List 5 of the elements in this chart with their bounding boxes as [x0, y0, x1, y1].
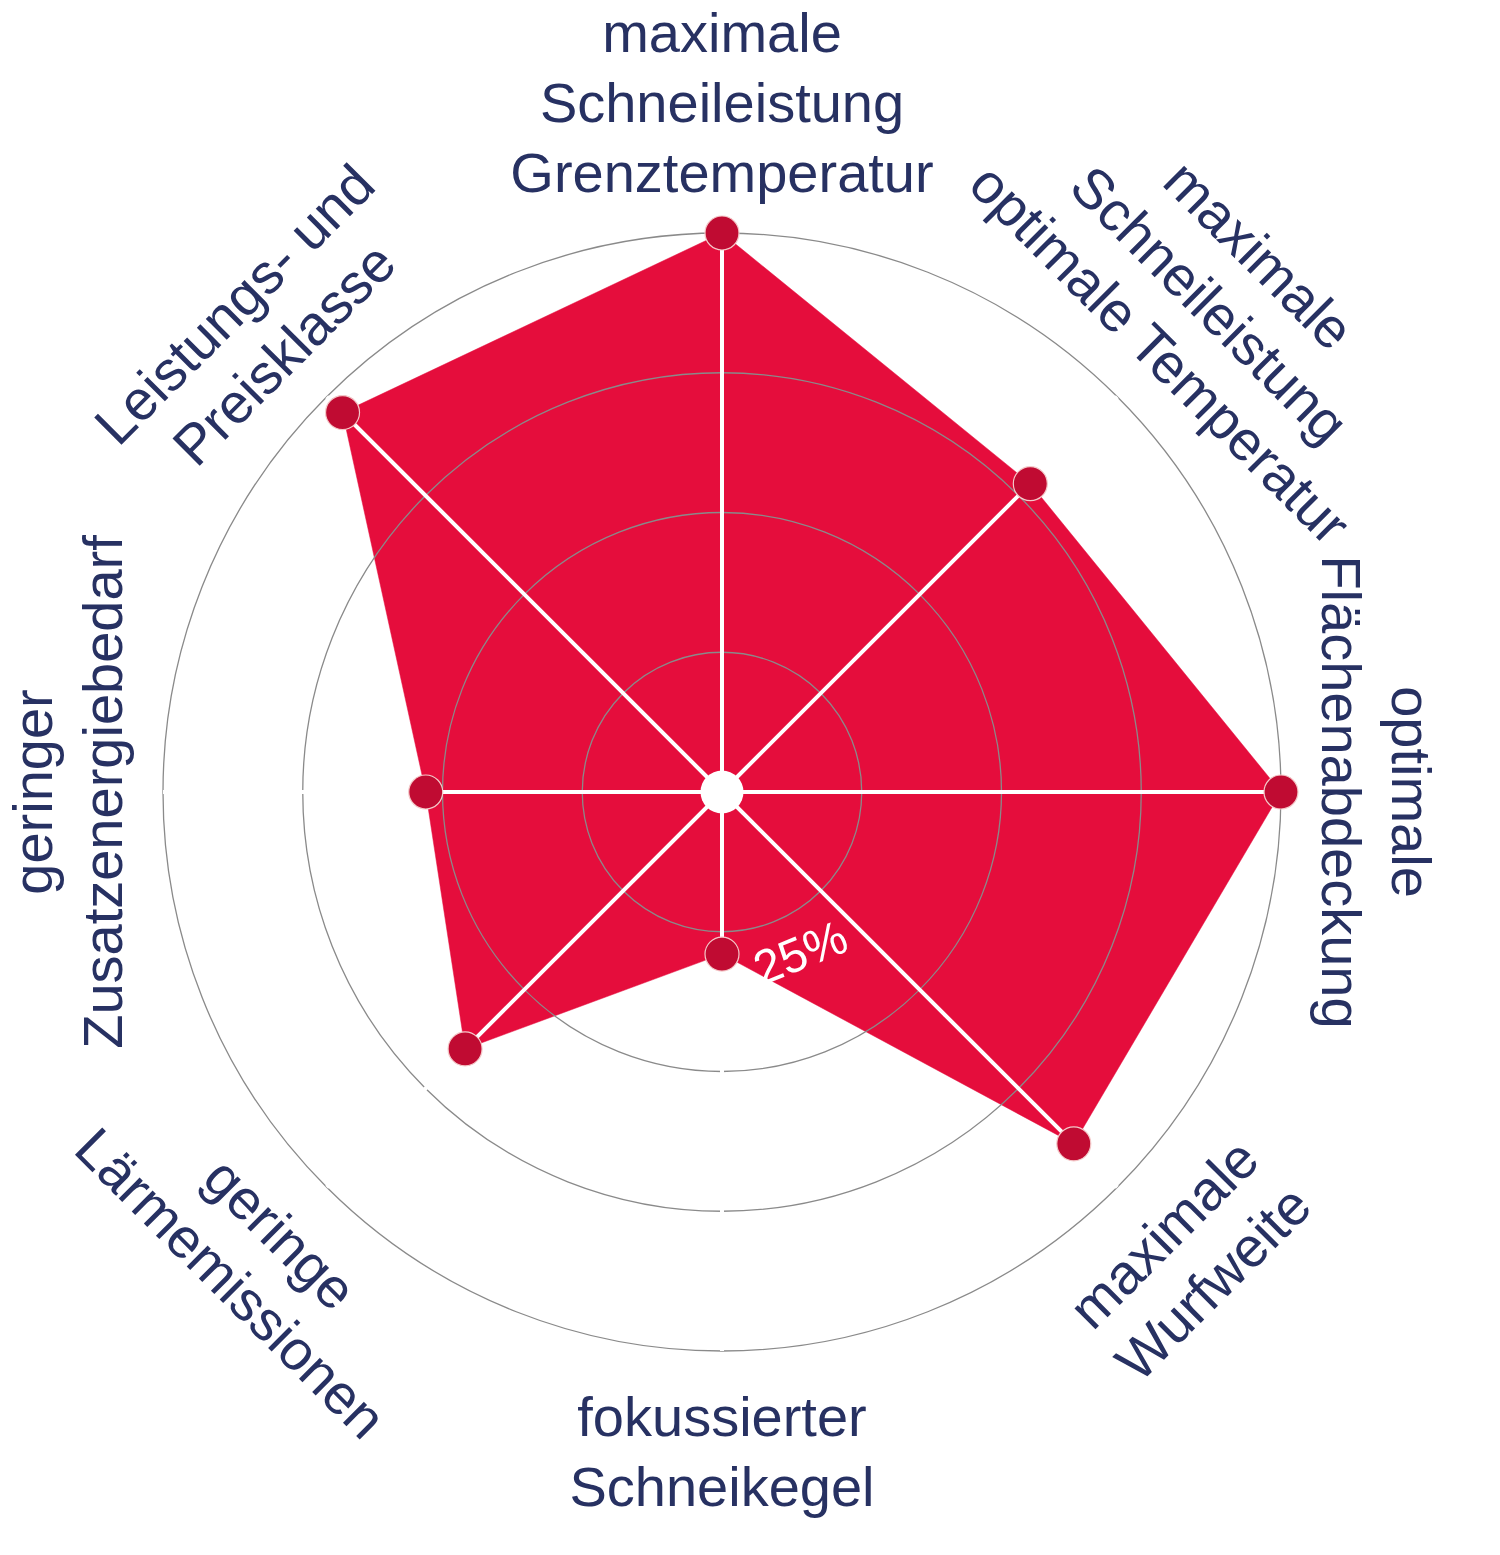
- spoke-label: geringer Zusatzenergiebedarf: [0, 534, 134, 1049]
- spoke-label: fokussierter Schneikegel: [569, 1385, 875, 1518]
- text: 25%: [745, 909, 855, 995]
- spoke-label: optimale Flächenabdeckung: [1310, 555, 1444, 1029]
- spoke-label: maximale Schneileistung Grenztemperatur: [510, 0, 934, 204]
